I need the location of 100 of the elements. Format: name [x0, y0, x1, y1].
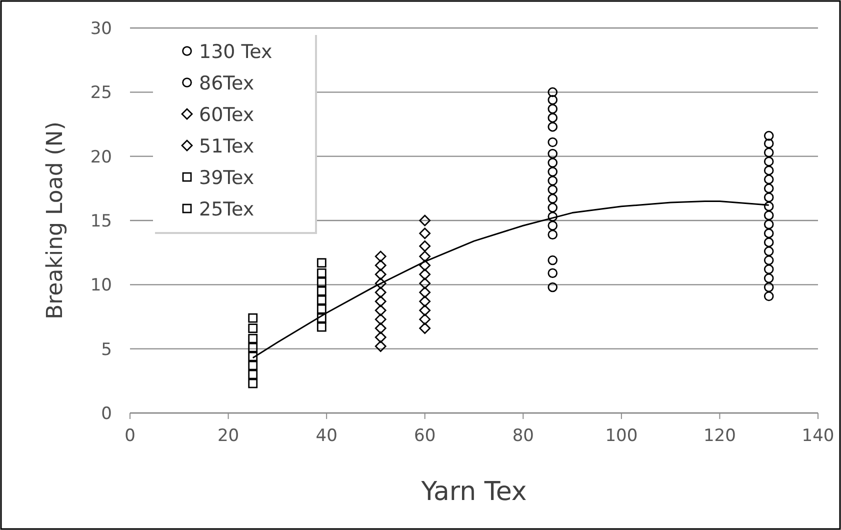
point	[248, 360, 258, 370]
point	[548, 282, 558, 292]
point	[764, 184, 774, 194]
point	[316, 268, 326, 278]
point	[764, 166, 774, 176]
point	[548, 122, 558, 132]
point	[419, 304, 431, 316]
point	[248, 378, 258, 388]
point	[548, 176, 558, 186]
point	[419, 260, 431, 272]
point	[374, 340, 386, 352]
point	[248, 370, 258, 380]
point	[764, 174, 774, 184]
x-tick-label: 120	[703, 426, 736, 446]
point	[419, 286, 431, 298]
point	[764, 138, 774, 148]
y-axis-title: Breaking Load (N)	[43, 122, 68, 320]
x-tick-label: 100	[605, 426, 638, 446]
point	[548, 255, 558, 266]
point	[316, 277, 326, 287]
point	[419, 278, 431, 290]
point	[764, 201, 774, 212]
point	[764, 192, 774, 202]
point	[764, 264, 774, 274]
point	[764, 255, 774, 266]
point	[764, 291, 774, 302]
point	[374, 296, 386, 308]
legend-label: 130 Tex	[199, 41, 272, 63]
legend-label: 39Tex	[199, 167, 254, 189]
point	[548, 148, 558, 159]
point	[548, 137, 558, 148]
point	[316, 313, 326, 323]
point	[248, 324, 258, 333]
point	[548, 94, 558, 105]
point	[374, 304, 386, 316]
point	[419, 240, 431, 252]
point	[419, 296, 431, 308]
point	[764, 228, 774, 238]
point	[248, 342, 258, 352]
point	[374, 250, 386, 262]
point	[248, 313, 258, 323]
point	[374, 278, 386, 290]
point	[419, 214, 431, 226]
y-tick-label: 10	[90, 276, 112, 296]
point	[548, 212, 558, 222]
point	[548, 268, 558, 278]
y-tick-label: 20	[90, 147, 112, 168]
point	[248, 334, 258, 344]
x-tick-label: 140	[802, 426, 834, 446]
point	[548, 230, 558, 240]
x-tick-label: 80	[512, 426, 534, 446]
point	[374, 260, 386, 272]
x-tick-label: 40	[316, 426, 338, 446]
x-tick-label: 60	[414, 426, 436, 446]
x-axis-title: Yarn Tex	[420, 477, 527, 507]
legend-label: 60Tex	[199, 104, 254, 126]
legend-label: 86Tex	[199, 72, 254, 94]
point	[316, 258, 326, 268]
point	[764, 237, 774, 248]
y-tick-label: 25	[90, 83, 112, 104]
point	[419, 268, 431, 280]
point	[548, 87, 558, 98]
point	[764, 210, 774, 220]
point	[548, 158, 558, 168]
point	[764, 156, 774, 166]
point	[764, 148, 774, 158]
point	[374, 322, 386, 334]
y-tick-label: 30	[90, 19, 112, 39]
point	[764, 282, 774, 292]
point	[548, 112, 558, 123]
point	[548, 220, 558, 231]
point	[248, 352, 258, 362]
point	[419, 322, 431, 334]
point	[764, 273, 774, 284]
point	[548, 104, 558, 114]
point	[764, 130, 774, 141]
point	[316, 322, 326, 332]
legend-label: 51Tex	[199, 136, 254, 158]
x-tick-label: 0	[124, 426, 136, 446]
legend-label: 25Tex	[199, 198, 254, 220]
y-tick-label: 0	[101, 404, 112, 424]
y-tick-label: 15	[90, 212, 112, 232]
point	[374, 268, 386, 280]
point	[548, 194, 558, 204]
y-tick-label: 5	[101, 340, 112, 360]
point	[316, 286, 326, 296]
point	[374, 314, 386, 326]
point	[548, 166, 558, 177]
point	[374, 286, 386, 298]
point	[548, 184, 558, 195]
point	[419, 250, 431, 262]
point	[316, 304, 326, 314]
point	[764, 246, 774, 256]
x-tick-label: 20	[217, 426, 240, 446]
point	[764, 219, 774, 230]
point	[419, 314, 431, 326]
point	[548, 202, 558, 213]
point	[419, 228, 431, 240]
point	[316, 295, 326, 305]
point	[374, 332, 386, 343]
